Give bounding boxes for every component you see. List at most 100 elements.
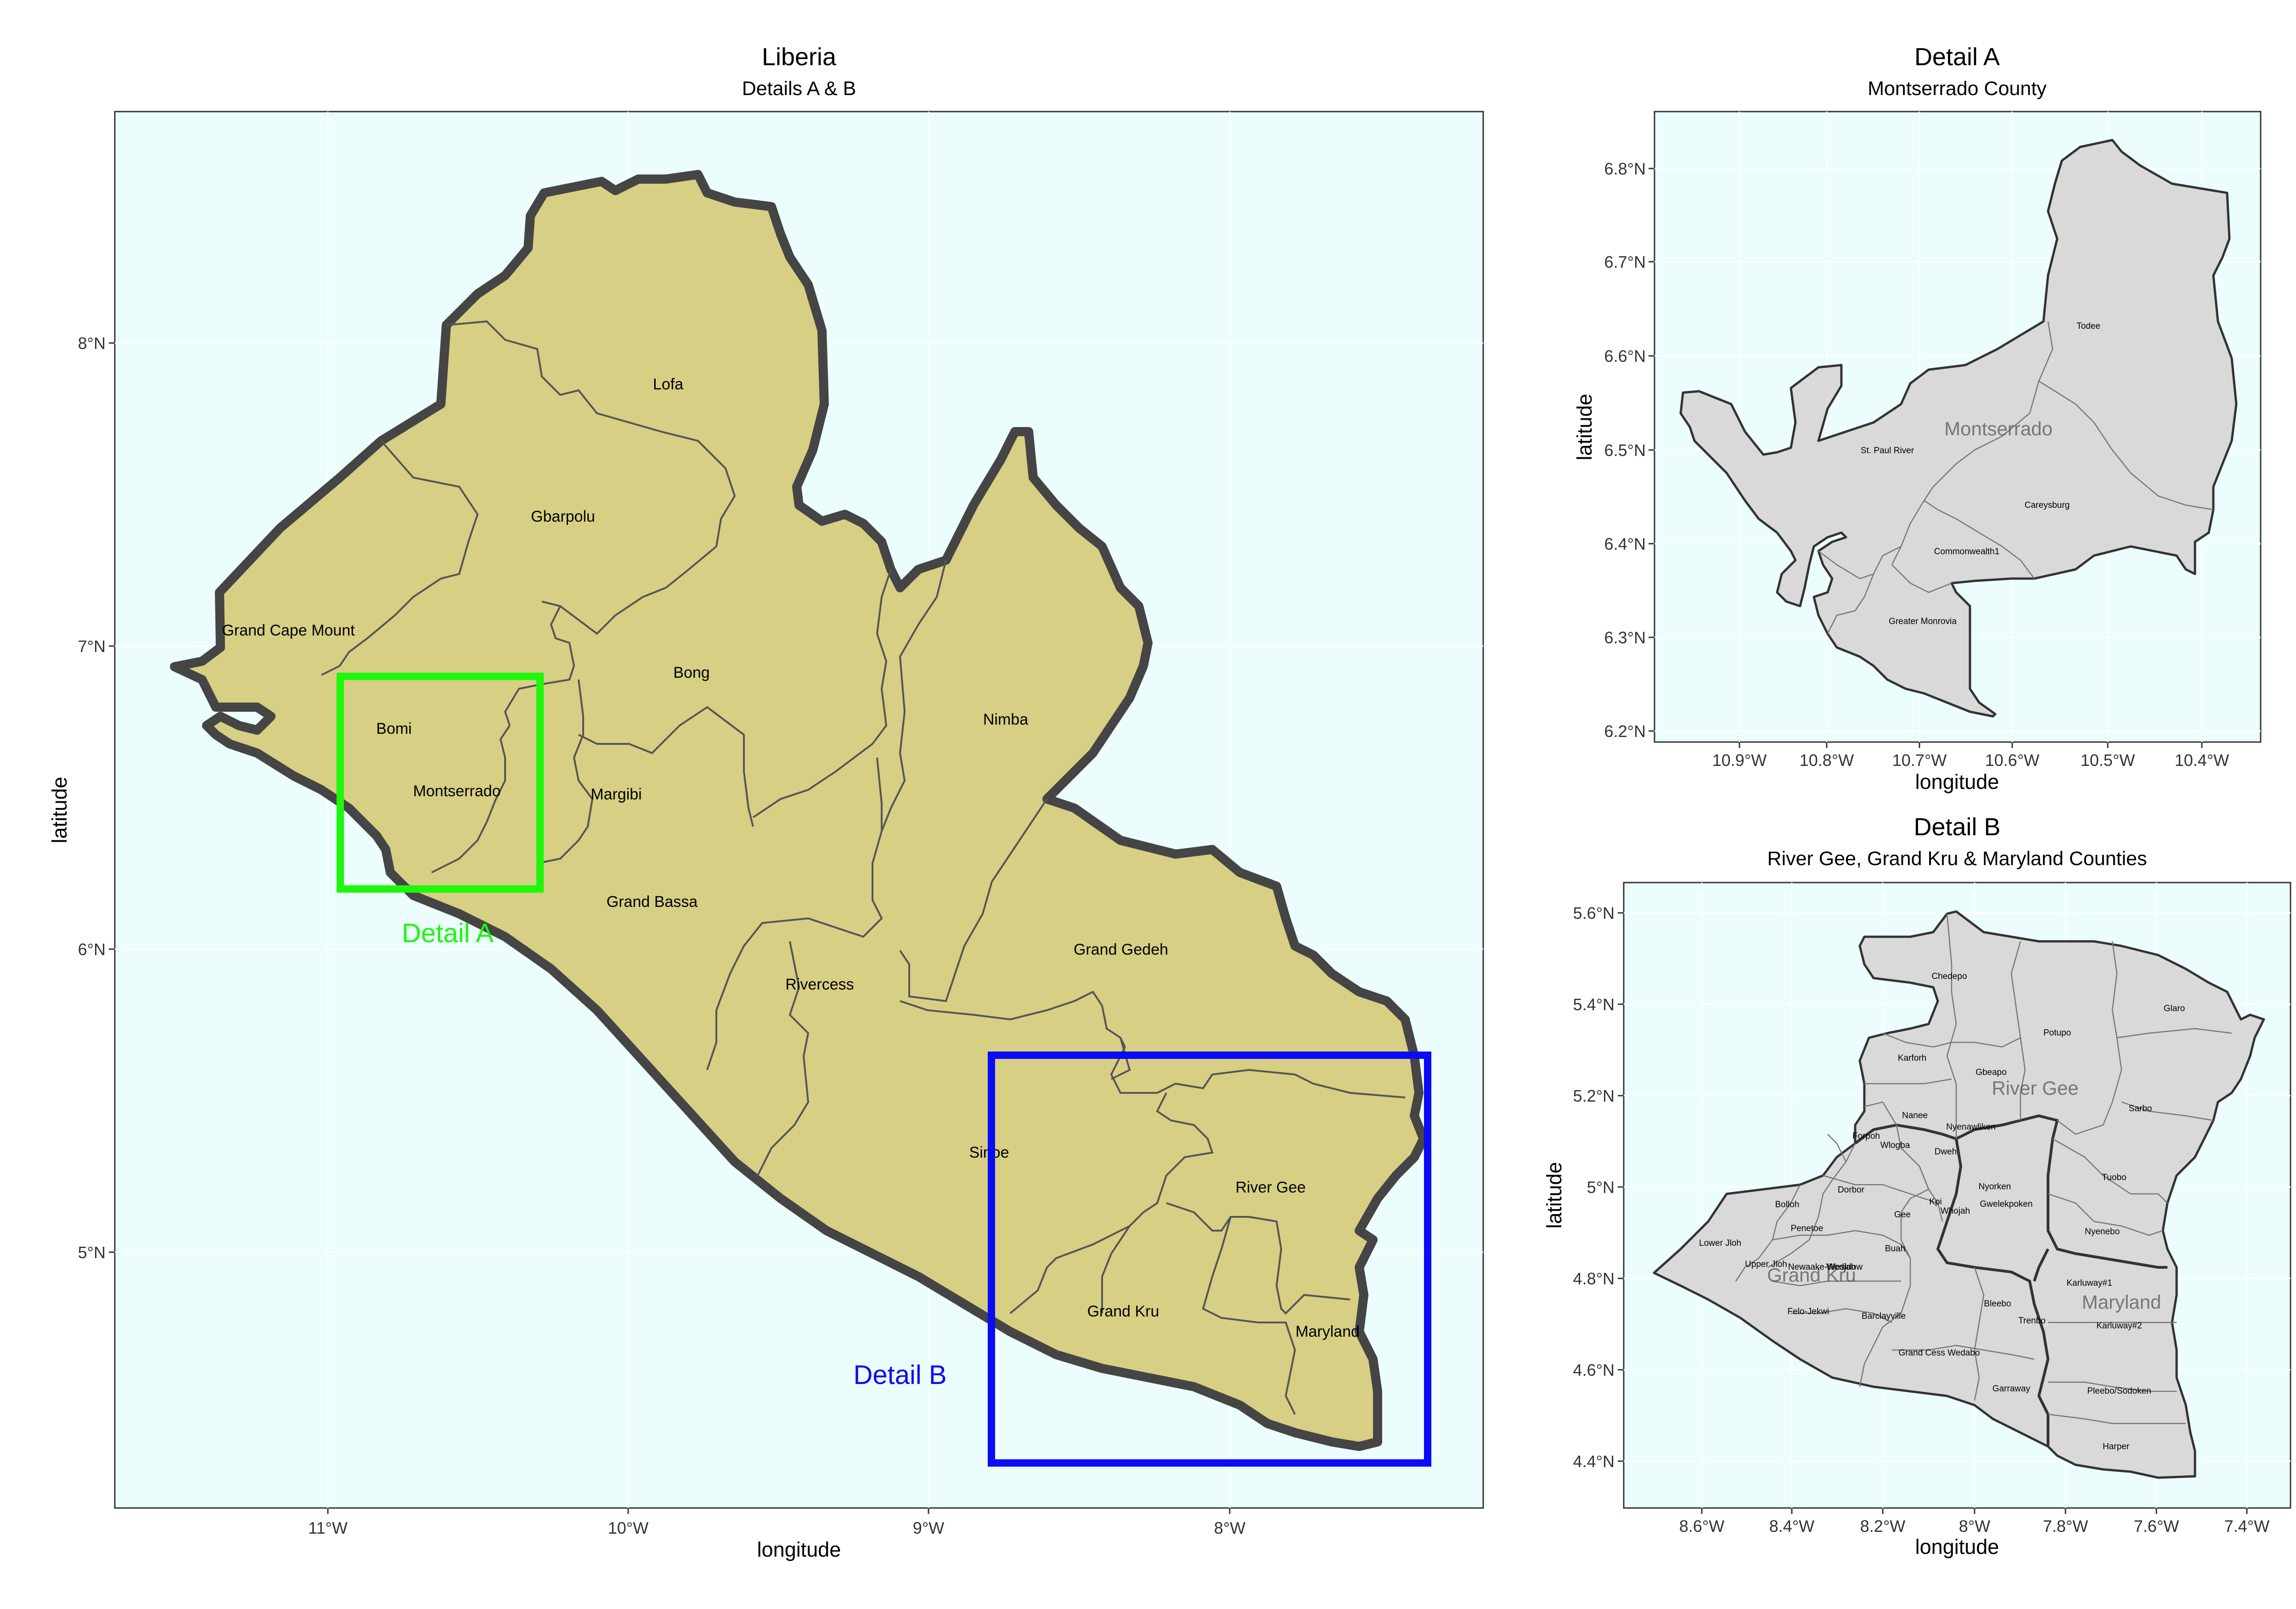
district-label: Glaro	[2164, 1004, 2185, 1013]
district-label: Whojah	[1941, 1206, 1970, 1216]
main-ytick: 5°N	[78, 1243, 106, 1262]
detail-b-district-labels: Chedepo Glaro Potupo Karforh Gbeapo Sarb…	[1699, 972, 2185, 1451]
district-label: Bleebo	[1984, 1299, 2011, 1309]
detail-a-ytick: 6.7°N	[1604, 253, 1646, 271]
county-label-maryland: Maryland	[1295, 1323, 1360, 1340]
detail-b-xtick: 8.2°W	[1860, 1517, 1905, 1536]
main-y-axis-title: latitude	[48, 776, 71, 843]
montserrado-county-label: Montserrado	[1944, 418, 2053, 439]
montserrado-outline	[1679, 139, 2238, 718]
district-label-careysburg: Careysburg	[2025, 501, 2070, 510]
county-label-grand-kru-detail: Grand Kru	[1767, 1264, 1856, 1286]
district-label: Potupo	[2043, 1028, 2071, 1038]
district-label: Dorbor	[1838, 1185, 1865, 1195]
district-label-commonwealth1: Commonwealth1	[1934, 547, 2000, 557]
detail-b-x-axis-title: longitude	[1915, 1535, 1999, 1558]
detail-b-label: Detail B	[853, 1360, 946, 1390]
county-label-grand-kru: Grand Kru	[1087, 1303, 1159, 1320]
district-label: Sarbo	[2129, 1104, 2152, 1114]
district-label: Grand Cess Wedabo	[1898, 1348, 1980, 1358]
main-ytick: 8°N	[78, 334, 106, 353]
detail-b-subtitle: River Gee, Grand Kru & Maryland Counties	[1767, 848, 2147, 870]
main-xtick: 9°W	[913, 1519, 944, 1537]
detail-a-y-axis: 6.8°N 6.7°N 6.6°N 6.5°N 6.4°N 6.3°N 6.2°…	[1573, 159, 1654, 741]
district-label: Wedjah	[1826, 1262, 1856, 1272]
district-label: Karluway#1	[2066, 1278, 2112, 1288]
detail-a-box	[337, 673, 544, 893]
main-xtick: 8°W	[1214, 1519, 1245, 1537]
district-label: Nyenebo	[2085, 1227, 2120, 1237]
detail-b-outline	[1653, 910, 2265, 1479]
county-label-bomi: Bomi	[376, 720, 411, 737]
detail-a-ytick: 6.6°N	[1604, 347, 1646, 366]
main-xtick: 11°W	[308, 1519, 348, 1537]
district-label: Harper	[2103, 1442, 2130, 1451]
district-label: Kpi	[1929, 1197, 1941, 1207]
detail-b-xtick: 7.8°W	[2043, 1517, 2088, 1536]
detail-b-xtick: 7.6°W	[2134, 1517, 2179, 1536]
county-label-grand-bassa: Grand Bassa	[607, 893, 698, 911]
county-label-margibi: Margibi	[591, 786, 642, 803]
detail-a-xtick: 10.5°W	[2081, 751, 2135, 770]
detail-a-xtick: 10.8°W	[1800, 751, 1854, 770]
detail-b-ytick: 4.4°N	[1573, 1452, 1615, 1471]
main-subtitle: Details A & B	[742, 78, 856, 100]
district-label: Chedepo	[1931, 972, 1967, 981]
district-label: Bolloh	[1775, 1200, 1800, 1210]
detail-b-ytick: 5.2°N	[1573, 1086, 1615, 1105]
detail-a-x-axis: 10.9°W 10.8°W 10.7°W 10.6°W 10.5°W 10.4°…	[1712, 742, 2229, 793]
detail-b-panel: Detail B River Gee, Grand Kru & Maryland…	[1542, 813, 2291, 1558]
detail-b-xtick: 7.4°W	[2224, 1517, 2269, 1536]
detail-b-ytick: 4.6°N	[1573, 1361, 1615, 1379]
district-label: Penetoe	[1791, 1224, 1823, 1233]
district-label: Lower Jloh	[1699, 1238, 1741, 1248]
district-label: Tuobo	[2102, 1173, 2126, 1182]
district-label: Forpoh	[1852, 1131, 1880, 1141]
county-label-gbarpolu: Gbarpolu	[531, 508, 595, 525]
detail-a-xtick: 10.6°W	[1985, 751, 2039, 770]
detail-a-xtick: 10.9°W	[1712, 751, 1767, 770]
liberia-outline	[170, 170, 1428, 1451]
detail-a-xtick: 10.4°W	[2175, 751, 2229, 770]
detail-b-x-axis: 8.6°W 8.4°W 8.2°W 8°W 7.8°W 7.6°W 7.4°W …	[1679, 1508, 2269, 1558]
main-y-axis: 8°N 7°N 6°N 5°N latitude	[48, 334, 115, 1262]
detail-a-ytick: 6.2°N	[1604, 722, 1646, 741]
county-label-maryland-detail: Maryland	[2082, 1291, 2161, 1313]
district-label: Trenbo	[2018, 1316, 2046, 1326]
county-label-grand-cape-mount: Grand Cape Mount	[222, 622, 355, 639]
detail-a-y-axis-title: latitude	[1573, 394, 1596, 460]
detail-a-panel: Detail A Montserrado County	[1573, 43, 2262, 793]
detail-a-label: Detail A	[402, 918, 494, 948]
detail-b-y-axis-title: latitude	[1542, 1162, 1566, 1228]
district-label: Nyorken	[1979, 1182, 2011, 1192]
detail-a-subtitle: Montserrado County	[1868, 78, 2047, 100]
district-label: Gee	[1894, 1210, 1911, 1220]
main-xtick: 10°W	[608, 1519, 648, 1537]
detail-a-title: Detail A	[1914, 43, 2000, 71]
county-label-grand-gedeh: Grand Gedeh	[1074, 941, 1168, 958]
detail-b-xtick: 8.6°W	[1679, 1517, 1724, 1536]
district-label: Garraway	[1992, 1384, 2031, 1394]
district-label-st-paul-river: St. Paul River	[1861, 446, 1914, 456]
detail-b-district-boundaries	[1735, 913, 2232, 1424]
district-label: Newaake-Wesldow	[1788, 1262, 1863, 1272]
main-title: Liberia	[762, 43, 837, 71]
district-label: Upper Jloh	[1745, 1260, 1787, 1269]
main-x-axis: 11°W 10°W 9°W 8°W longitude	[308, 1508, 1245, 1561]
county-label-nimba: Nimba	[983, 711, 1028, 728]
county-label-river-gee: River Gee	[1235, 1179, 1306, 1196]
detail-b-xtick: 8°W	[1959, 1517, 1990, 1536]
detail-b-y-axis: 5.6°N 5.4°N 5.2°N 5°N 4.8°N 4.6°N 4.4°N …	[1542, 904, 1624, 1471]
detail-b-ytick: 5°N	[1587, 1178, 1615, 1197]
detail-b-xtick: 8.4°W	[1769, 1517, 1814, 1536]
detail-a-district-boundaries	[1818, 321, 2214, 634]
detail-a-ytick: 6.8°N	[1604, 159, 1646, 178]
county-label-bong: Bong	[673, 664, 709, 681]
main-panel: Liberia Details A & B	[48, 43, 1484, 1561]
district-label: Gwelekpoken	[1980, 1199, 2032, 1209]
main-x-axis-title: longitude	[757, 1538, 841, 1561]
district-label: Nyenawliken	[1946, 1122, 1996, 1132]
district-label: Felo-Jekwi	[1788, 1307, 1829, 1316]
district-label-todee: Todee	[2077, 321, 2100, 331]
